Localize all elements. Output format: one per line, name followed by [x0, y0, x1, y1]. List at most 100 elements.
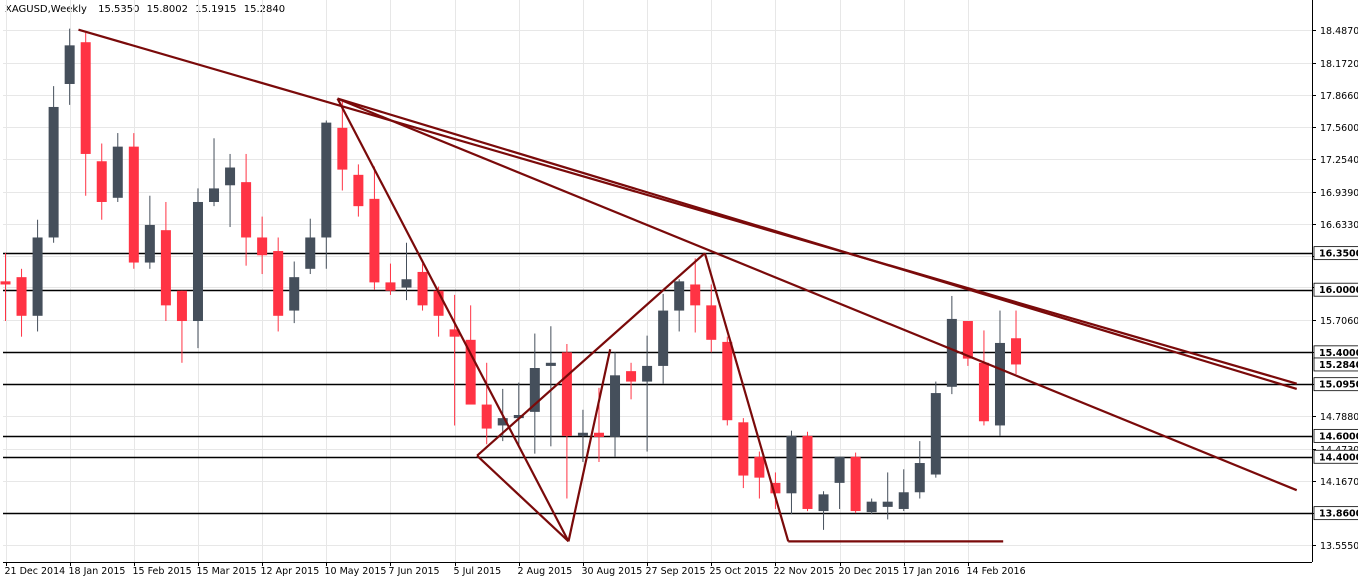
y-tick-label: 17.2540: [1320, 155, 1358, 166]
candle-body-bear: [978, 362, 989, 422]
candle-body-bear: [626, 371, 637, 382]
current-price-label: 15.2840: [1319, 360, 1358, 371]
y-tick-label: 16.9390: [1320, 188, 1358, 199]
candle-body-bull: [834, 456, 845, 483]
x-tick-label: 27 Sep 2015: [646, 566, 706, 577]
candle-body-bear: [80, 42, 91, 154]
level-label-box: [1313, 449, 1358, 464]
candle-body-bear: [481, 404, 492, 429]
trendline: [337, 97, 1298, 390]
candle-body-bull: [225, 167, 236, 186]
level-label: 15.0950: [1319, 380, 1358, 391]
candle-body-bull: [144, 224, 155, 263]
level-label: 15.4000: [1319, 348, 1358, 359]
candle-body-bear: [593, 432, 604, 437]
trendline: [336, 98, 570, 542]
open-value: 15.5350: [98, 4, 140, 15]
y-tick-label: 16.6330: [1320, 220, 1358, 231]
x-tick-label: 15 Mar 2015: [197, 566, 257, 577]
level-label-box: [1313, 428, 1358, 443]
candle-body-bear: [96, 161, 107, 202]
candle-body-bull: [818, 494, 829, 512]
close-value: 15.2840: [243, 4, 286, 15]
low-value: 15.1915: [195, 4, 237, 15]
candle-body-bull: [64, 45, 75, 84]
candle-body-bear: [353, 174, 364, 207]
candle-body-bear: [160, 230, 171, 306]
level-label: 14.6000: [1319, 431, 1358, 442]
x-tick-label: 22 Nov 2015: [774, 566, 835, 577]
ohlc-values: 15.5350 15.8002 15.1915 15.2840: [98, 4, 289, 15]
candle-body-bull: [112, 146, 123, 198]
candle-body-bull: [289, 277, 300, 311]
candle-body-bull: [48, 106, 59, 238]
x-tick-label: 5 Jul 2015: [454, 566, 502, 577]
x-tick-label: 30 Aug 2015: [582, 566, 643, 577]
candle-body-bull: [642, 365, 653, 382]
x-tick-label: 17 Jan 2016: [903, 566, 960, 577]
x-tick-label: 21 Dec 2014: [5, 566, 66, 577]
candle-body-bull: [192, 201, 203, 322]
trendline: [337, 97, 1298, 492]
current-price-label-box: [1313, 357, 1358, 372]
y-tick-label: 18.4870: [1320, 26, 1358, 37]
candle-body-bear: [770, 482, 781, 494]
candle-body-bull: [610, 375, 621, 437]
candle-body-bull: [994, 342, 1005, 426]
candle-body-bull: [497, 418, 508, 426]
level-label: 16.0000: [1319, 285, 1358, 296]
level-label: 13.8600: [1319, 509, 1358, 520]
horizontal-levels: [3, 252, 1312, 515]
y-tick-label: 17.5600: [1320, 123, 1358, 134]
y-tick-label: 14.7880: [1320, 412, 1358, 423]
candle-body-bull: [529, 368, 540, 412]
candle-body-bull: [577, 432, 588, 436]
candle-body-bear: [962, 321, 973, 359]
candle-body-bear: [176, 290, 187, 322]
candle-body-bull: [513, 414, 524, 419]
y-tick-label: 18.1720: [1320, 59, 1358, 70]
candle-body-bear: [369, 198, 380, 283]
high-value: 15.8002: [146, 4, 188, 15]
x-tick-label: 15 Feb 2015: [133, 566, 192, 577]
candle-body-bull: [914, 463, 925, 493]
candle-body-bear: [754, 456, 765, 478]
y-tick-label: 15.7060: [1320, 316, 1358, 327]
candle-body-bear: [417, 271, 428, 306]
candle-body-bear: [561, 352, 572, 436]
x-tick-label: 10 May 2015: [325, 566, 387, 577]
x-tick-label: 20 Dec 2015: [839, 566, 900, 577]
level-label: 16.3500: [1319, 249, 1358, 260]
y-tick-label: 17.8660: [1320, 91, 1358, 102]
candle-body-bull: [305, 237, 316, 269]
level-label-box: [1313, 246, 1358, 261]
candle-body-bear: [0, 281, 11, 285]
candle-body-bear: [449, 329, 460, 337]
candle-body-bull: [786, 435, 797, 494]
trendline: [78, 28, 1298, 385]
x-tick-label: 14 Feb 2016: [967, 566, 1026, 577]
candle-body-bear: [850, 456, 861, 512]
candle-body-bull: [658, 310, 669, 366]
candle-body-bear: [690, 284, 701, 306]
level-label: 14.4000: [1319, 452, 1358, 463]
candle-body-bear: [128, 146, 139, 263]
candle-body-bull: [946, 318, 957, 387]
candle-body-bull: [882, 501, 893, 507]
level-label-box: [1313, 377, 1358, 392]
x-tick-label: 2 Aug 2015: [518, 566, 573, 577]
time-axis: 21 Dec 2014 18 Jan 2015 15 Feb 2015 15 Mar …: [3, 562, 1312, 577]
candle-body-bear: [706, 305, 717, 340]
candle-body-bear: [465, 339, 476, 405]
candle-body-bear: [722, 341, 733, 421]
symbol-label: XAGUSD,Weekly: [5, 4, 87, 15]
x-tick-label: 18 Jan 2015: [69, 566, 126, 577]
y-tick-label: 14.1670: [1320, 477, 1358, 488]
level-labels: 16.3500 16.0000 15.4000 15.0950 14.6000 14.40…: [1313, 246, 1358, 521]
candle-body-bull: [321, 122, 332, 238]
chart-title: XAGUSD,Weekly 15.5350 15.8002 15.1915 15…: [5, 4, 289, 15]
y-tick-label: 13.5550: [1320, 541, 1358, 552]
candle-body-bull: [898, 492, 909, 509]
candle-body-bull: [401, 279, 412, 288]
